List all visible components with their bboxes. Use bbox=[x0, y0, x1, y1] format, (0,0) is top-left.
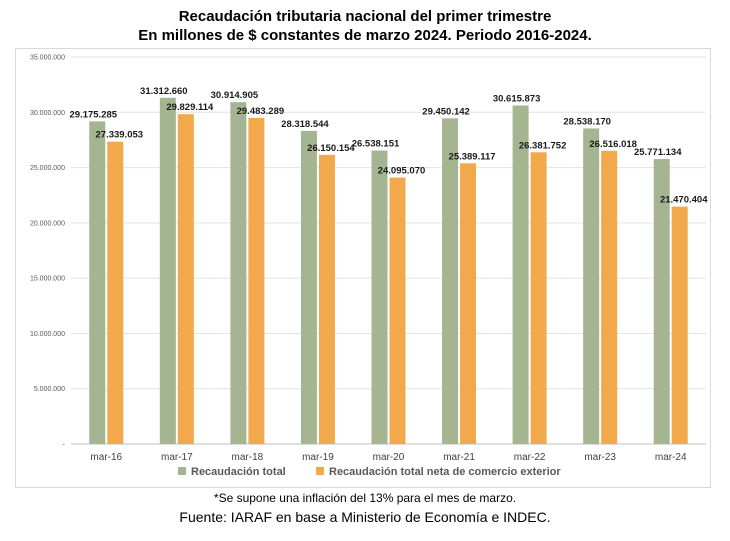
source-note: Fuente: IARAF en base a Ministerio de Ec… bbox=[179, 509, 551, 525]
data-label: 29.175.285 bbox=[70, 109, 118, 120]
bar-neta bbox=[177, 114, 194, 444]
bar-neta bbox=[671, 206, 688, 444]
data-label: 29.829.114 bbox=[166, 102, 214, 113]
bar-neta bbox=[318, 154, 335, 444]
data-label: 30.615.873 bbox=[493, 93, 541, 104]
bar-neta bbox=[248, 117, 265, 445]
bar-total bbox=[653, 159, 670, 444]
x-tick-label: mar-23 bbox=[584, 452, 616, 463]
data-label: 28.318.544 bbox=[281, 119, 329, 130]
x-tick-label: mar-16 bbox=[90, 452, 122, 463]
bar-neta bbox=[601, 150, 618, 444]
legend-swatch bbox=[316, 467, 324, 475]
data-label: 21.470.404 bbox=[660, 195, 708, 206]
x-tick-label: mar-22 bbox=[514, 452, 546, 463]
bar-total bbox=[89, 121, 106, 444]
chart-subtitle: En millones de $ constantes de marzo 202… bbox=[138, 27, 592, 44]
bar-total bbox=[371, 150, 388, 444]
bar-neta bbox=[107, 141, 124, 444]
y-tick-label: 20.000.000 bbox=[30, 220, 65, 227]
bar-total bbox=[583, 128, 600, 444]
data-label: 31.312.660 bbox=[140, 86, 188, 97]
data-label: 28.538.170 bbox=[563, 116, 611, 127]
bar-total bbox=[159, 97, 176, 444]
x-tick-label: mar-19 bbox=[302, 452, 334, 463]
legend-label: Recaudación total bbox=[191, 466, 286, 478]
bar-neta bbox=[530, 152, 547, 444]
footnote: *Se supone una inflación del 13% para el… bbox=[213, 491, 517, 505]
data-label: 24.095.070 bbox=[378, 166, 426, 177]
y-tick-label: 10.000.000 bbox=[30, 331, 65, 338]
y-tick-label: - bbox=[63, 442, 66, 449]
data-label: 29.450.142 bbox=[422, 106, 470, 117]
bar-total bbox=[442, 118, 459, 444]
bar-neta bbox=[460, 163, 477, 444]
x-tick-label: mar-24 bbox=[655, 452, 687, 463]
legend-label: Recaudación total neta de comercio exter… bbox=[329, 466, 561, 478]
data-label: 25.771.134 bbox=[634, 147, 682, 158]
data-label: 27.339.053 bbox=[96, 130, 144, 141]
data-label: 26.538.151 bbox=[352, 139, 400, 150]
y-tick-label: 35.000.000 bbox=[30, 55, 65, 62]
data-label: 26.150.154 bbox=[307, 143, 355, 154]
bar-total bbox=[300, 130, 317, 444]
y-tick-label: 25.000.000 bbox=[30, 165, 65, 172]
data-label: 26.381.752 bbox=[519, 140, 567, 151]
data-label: 26.516.018 bbox=[589, 139, 637, 150]
data-label: 30.914.905 bbox=[211, 90, 259, 101]
data-label: 25.389.117 bbox=[449, 151, 496, 162]
legend-swatch bbox=[178, 467, 186, 475]
bar-total bbox=[512, 105, 529, 444]
chart-title: Recaudación tributaria nacional del prim… bbox=[178, 8, 552, 25]
y-tick-label: 15.000.000 bbox=[30, 276, 65, 283]
x-tick-label: mar-20 bbox=[373, 452, 405, 463]
data-label: 29.483.289 bbox=[237, 106, 285, 117]
y-tick-label: 30.000.000 bbox=[30, 110, 65, 117]
x-tick-label: mar-17 bbox=[161, 452, 193, 463]
x-tick-label: mar-21 bbox=[443, 452, 475, 463]
x-tick-label: mar-18 bbox=[232, 452, 264, 463]
bar-total bbox=[230, 102, 247, 444]
y-tick-label: 5.000.000 bbox=[34, 386, 65, 393]
bar-neta bbox=[389, 177, 406, 444]
